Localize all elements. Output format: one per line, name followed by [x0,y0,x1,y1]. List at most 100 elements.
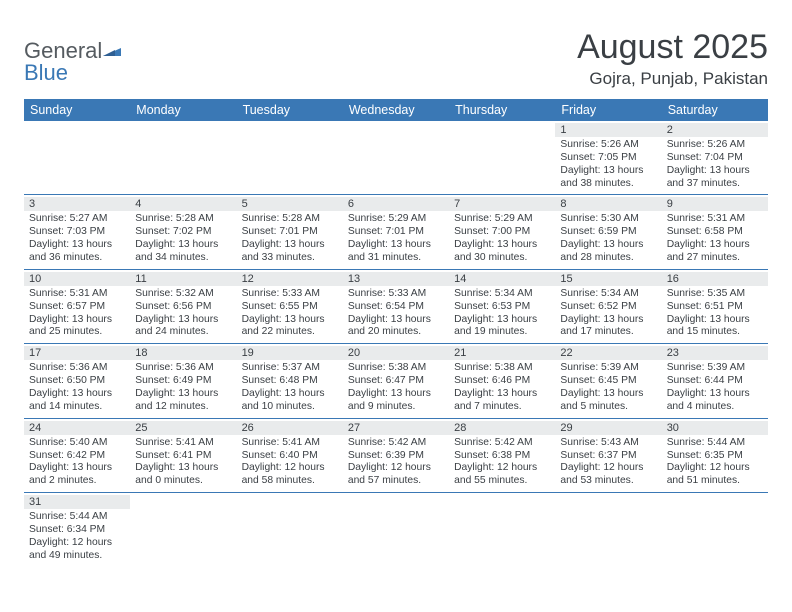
day-number: 4 [130,197,236,211]
calendar-day-cell: 7Sunrise: 5:29 AMSunset: 7:00 PMDaylight… [449,195,555,269]
sunset-line: Sunset: 6:48 PM [242,375,338,388]
day-number: 29 [555,421,661,435]
calendar-empty-cell [237,121,343,195]
daylight-line: Daylight: 13 hours and 38 minutes. [560,165,656,191]
daylight-line: Daylight: 13 hours and 10 minutes. [242,388,338,414]
daylight-line: Daylight: 13 hours and 27 minutes. [667,239,763,265]
logo-flag-icon [102,42,122,58]
day-number: 22 [555,346,661,360]
day-number: 27 [343,421,449,435]
calendar-empty-cell [662,493,768,567]
calendar-day-cell: 25Sunrise: 5:41 AMSunset: 6:41 PMDayligh… [130,418,236,492]
daylight-line: Daylight: 13 hours and 36 minutes. [29,239,125,265]
calendar-empty-cell [237,493,343,567]
calendar-empty-cell [449,493,555,567]
day-number: 26 [237,421,343,435]
sunrise-line: Sunrise: 5:36 AM [29,362,125,375]
sunrise-line: Sunrise: 5:27 AM [29,213,125,226]
sunset-line: Sunset: 6:56 PM [135,301,231,314]
sunset-line: Sunset: 6:57 PM [29,301,125,314]
sunset-line: Sunset: 6:39 PM [348,450,444,463]
weekday-header: Sunday [24,99,130,121]
day-number: 8 [555,197,661,211]
daylight-line: Daylight: 13 hours and 14 minutes. [29,388,125,414]
calendar-empty-cell [343,493,449,567]
sunset-line: Sunset: 7:00 PM [454,226,550,239]
calendar-day-cell: 26Sunrise: 5:41 AMSunset: 6:40 PMDayligh… [237,418,343,492]
sunset-line: Sunset: 7:05 PM [560,152,656,165]
sunset-line: Sunset: 6:54 PM [348,301,444,314]
sunrise-line: Sunrise: 5:28 AM [135,213,231,226]
day-number: 15 [555,272,661,286]
calendar-day-cell: 2Sunrise: 5:26 AMSunset: 7:04 PMDaylight… [662,121,768,195]
sunrise-line: Sunrise: 5:29 AM [348,213,444,226]
calendar-week-row: 31Sunrise: 5:44 AMSunset: 6:34 PMDayligh… [24,493,768,567]
calendar-empty-cell [130,493,236,567]
weekday-header: Wednesday [343,99,449,121]
sunrise-line: Sunrise: 5:39 AM [560,362,656,375]
sunrise-line: Sunrise: 5:38 AM [454,362,550,375]
calendar-day-cell: 16Sunrise: 5:35 AMSunset: 6:51 PMDayligh… [662,269,768,343]
daylight-line: Daylight: 13 hours and 37 minutes. [667,165,763,191]
day-number: 9 [662,197,768,211]
sunrise-line: Sunrise: 5:39 AM [667,362,763,375]
sunset-line: Sunset: 7:01 PM [242,226,338,239]
weekday-header: Saturday [662,99,768,121]
calendar-week-row: 3Sunrise: 5:27 AMSunset: 7:03 PMDaylight… [24,195,768,269]
daylight-line: Daylight: 12 hours and 49 minutes. [29,537,125,563]
calendar-week-row: 1Sunrise: 5:26 AMSunset: 7:05 PMDaylight… [24,121,768,195]
daylight-line: Daylight: 13 hours and 34 minutes. [135,239,231,265]
sunrise-line: Sunrise: 5:43 AM [560,437,656,450]
calendar-day-cell: 14Sunrise: 5:34 AMSunset: 6:53 PMDayligh… [449,269,555,343]
calendar-day-cell: 15Sunrise: 5:34 AMSunset: 6:52 PMDayligh… [555,269,661,343]
day-number: 3 [24,197,130,211]
daylight-line: Daylight: 12 hours and 51 minutes. [667,462,763,488]
sunset-line: Sunset: 6:45 PM [560,375,656,388]
daylight-line: Daylight: 13 hours and 17 minutes. [560,314,656,340]
calendar-day-cell: 20Sunrise: 5:38 AMSunset: 6:47 PMDayligh… [343,344,449,418]
day-number: 12 [237,272,343,286]
sunrise-line: Sunrise: 5:28 AM [242,213,338,226]
sunset-line: Sunset: 6:44 PM [667,375,763,388]
daylight-line: Daylight: 13 hours and 0 minutes. [135,462,231,488]
daylight-line: Daylight: 12 hours and 58 minutes. [242,462,338,488]
day-number: 16 [662,272,768,286]
calendar-day-cell: 17Sunrise: 5:36 AMSunset: 6:50 PMDayligh… [24,344,130,418]
title-block: August 2025 Gojra, Punjab, Pakistan [577,28,768,89]
weekday-header: Thursday [449,99,555,121]
daylight-line: Daylight: 13 hours and 12 minutes. [135,388,231,414]
calendar-week-row: 10Sunrise: 5:31 AMSunset: 6:57 PMDayligh… [24,269,768,343]
calendar-day-cell: 29Sunrise: 5:43 AMSunset: 6:37 PMDayligh… [555,418,661,492]
calendar-day-cell: 1Sunrise: 5:26 AMSunset: 7:05 PMDaylight… [555,121,661,195]
sunset-line: Sunset: 7:04 PM [667,152,763,165]
daylight-line: Daylight: 13 hours and 2 minutes. [29,462,125,488]
calendar-day-cell: 23Sunrise: 5:39 AMSunset: 6:44 PMDayligh… [662,344,768,418]
day-number: 23 [662,346,768,360]
daylight-line: Daylight: 13 hours and 9 minutes. [348,388,444,414]
sunrise-line: Sunrise: 5:31 AM [29,288,125,301]
calendar-day-cell: 19Sunrise: 5:37 AMSunset: 6:48 PMDayligh… [237,344,343,418]
day-number: 2 [662,123,768,137]
sunrise-line: Sunrise: 5:37 AM [242,362,338,375]
daylight-line: Daylight: 13 hours and 20 minutes. [348,314,444,340]
calendar-day-cell: 4Sunrise: 5:28 AMSunset: 7:02 PMDaylight… [130,195,236,269]
sunset-line: Sunset: 6:34 PM [29,524,125,537]
sunrise-line: Sunrise: 5:31 AM [667,213,763,226]
sunset-line: Sunset: 6:41 PM [135,450,231,463]
sunset-line: Sunset: 6:58 PM [667,226,763,239]
sunset-line: Sunset: 6:50 PM [29,375,125,388]
weekday-header: Friday [555,99,661,121]
calendar-day-cell: 28Sunrise: 5:42 AMSunset: 6:38 PMDayligh… [449,418,555,492]
daylight-line: Daylight: 13 hours and 19 minutes. [454,314,550,340]
day-number: 6 [343,197,449,211]
day-number: 28 [449,421,555,435]
calendar-day-cell: 5Sunrise: 5:28 AMSunset: 7:01 PMDaylight… [237,195,343,269]
daylight-line: Daylight: 12 hours and 55 minutes. [454,462,550,488]
sunset-line: Sunset: 6:59 PM [560,226,656,239]
daylight-line: Daylight: 12 hours and 57 minutes. [348,462,444,488]
day-number: 24 [24,421,130,435]
sunrise-line: Sunrise: 5:44 AM [667,437,763,450]
sunrise-line: Sunrise: 5:40 AM [29,437,125,450]
day-number: 13 [343,272,449,286]
sunrise-line: Sunrise: 5:35 AM [667,288,763,301]
